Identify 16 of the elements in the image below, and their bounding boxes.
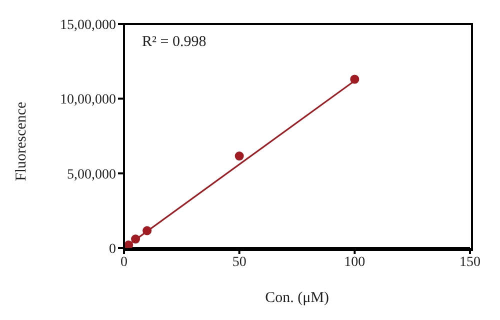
y-axis-title: Fluorescence (13, 102, 30, 181)
x-tick-label: 50 (232, 254, 246, 270)
y-tick-label: 0 (109, 242, 116, 257)
point (234, 152, 244, 161)
x-axis-title: Con. (μM) (265, 290, 329, 306)
point (124, 240, 134, 248)
annotation: R² = 0.998 (142, 34, 206, 51)
x-tick-label: 100 (344, 254, 366, 270)
y-tick-label: 15,00,000 (60, 18, 116, 33)
y-tick-label: 10,00,000 (60, 92, 116, 108)
point (350, 74, 360, 84)
x-tick-label: 150 (460, 254, 480, 270)
point (131, 234, 140, 244)
y-tick-label: 5,00,000 (67, 167, 116, 182)
point (142, 226, 152, 236)
x-tick-label: 0 (120, 254, 128, 270)
